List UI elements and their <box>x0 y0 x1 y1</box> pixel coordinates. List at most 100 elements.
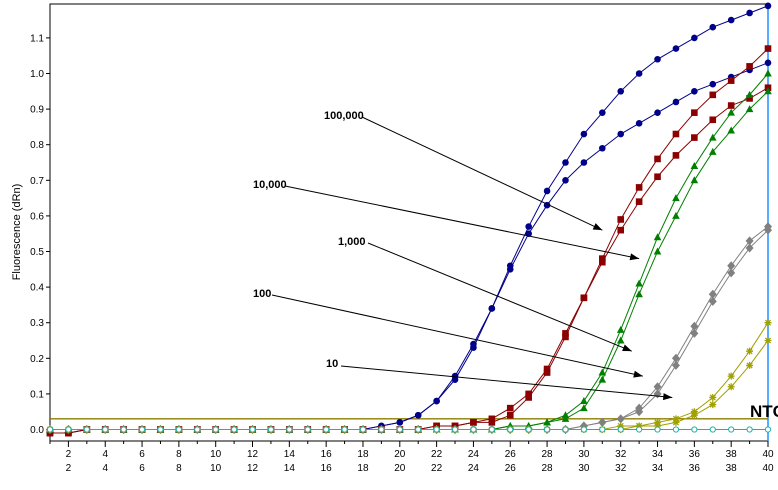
annotation-arrow <box>284 185 640 260</box>
data-point <box>654 55 661 63</box>
axes <box>49 3 769 442</box>
x-tick-label: 32 <box>615 449 627 460</box>
annotation-arrowhead <box>622 344 632 352</box>
data-point <box>506 411 514 419</box>
data-point <box>580 294 588 302</box>
data-point <box>708 147 717 155</box>
data-point <box>727 77 735 84</box>
data-point <box>561 411 570 419</box>
data-point <box>580 159 588 166</box>
x-tick-label: 4 <box>102 463 108 474</box>
data-point <box>636 426 643 433</box>
data-point <box>746 95 753 102</box>
data-point <box>286 426 293 433</box>
data-point <box>635 120 643 127</box>
data-point <box>635 184 643 191</box>
data-point <box>708 296 717 306</box>
data-point <box>672 418 680 426</box>
data-point <box>691 426 698 433</box>
x-tick-label: 2 <box>66 449 72 460</box>
x-tick-label: 14 <box>284 463 296 474</box>
data-point <box>617 130 625 138</box>
y-tick-label: 0.9 <box>30 105 44 116</box>
data-point <box>709 393 717 401</box>
data-point <box>617 216 625 223</box>
data-point <box>525 426 532 433</box>
data-point <box>65 426 72 433</box>
data-point <box>653 247 662 255</box>
data-point <box>654 109 661 116</box>
data-point <box>415 426 422 433</box>
data-point <box>543 187 551 195</box>
data-point <box>635 290 643 298</box>
data-point <box>654 422 662 430</box>
data-point <box>709 91 717 99</box>
data-point <box>745 90 754 98</box>
data-point <box>543 365 551 373</box>
x-tick-label: 28 <box>542 449 554 460</box>
x-tick-label: 22 <box>431 463 443 474</box>
data-point <box>580 130 588 138</box>
annotation-arrowhead <box>633 370 643 378</box>
data-point <box>616 336 625 344</box>
data-point <box>599 426 606 433</box>
data-point <box>616 325 625 333</box>
data-point <box>617 426 624 433</box>
y-tick-label: 0.1 <box>30 389 44 400</box>
data-point <box>728 426 735 433</box>
y-tick-label: 0.6 <box>30 211 44 222</box>
x-tick-label: 6 <box>139 449 145 460</box>
data-point <box>617 88 625 95</box>
data-point <box>635 279 643 287</box>
data-point <box>359 426 367 433</box>
data-point <box>764 2 772 10</box>
data-point <box>691 109 698 116</box>
data-point <box>267 426 275 433</box>
data-point <box>341 426 348 433</box>
data-point <box>396 419 404 426</box>
data-point <box>727 108 735 116</box>
data-point <box>654 426 661 433</box>
data-point <box>764 426 772 433</box>
data-point <box>616 414 625 424</box>
data-point <box>599 144 606 152</box>
data-point <box>691 34 698 42</box>
x-tick-label: 40 <box>762 449 774 460</box>
data-point <box>746 9 753 17</box>
data-point <box>635 422 643 430</box>
data-point <box>506 266 514 273</box>
data-point <box>212 426 219 433</box>
data-point <box>617 422 625 430</box>
data-point <box>764 337 772 344</box>
x-tick-label: 40 <box>762 463 774 474</box>
series-group <box>46 2 772 437</box>
data-point <box>653 382 662 392</box>
data-point <box>764 69 772 77</box>
x-tick-label: 38 <box>726 463 738 474</box>
data-point <box>671 353 680 363</box>
y-tick-label: 0.8 <box>30 140 44 151</box>
data-point <box>764 225 772 235</box>
data-point <box>580 397 588 405</box>
x-tick-label: 30 <box>578 449 590 460</box>
data-point <box>746 426 753 433</box>
data-point <box>635 198 643 205</box>
x-tick-label: 34 <box>652 463 664 474</box>
data-point <box>580 404 588 412</box>
y-tick-label: 1.1 <box>30 33 44 44</box>
data-point <box>654 155 661 163</box>
x-tick-label: 24 <box>468 449 480 460</box>
plot-frame <box>49 3 769 442</box>
x-tick-label: 10 <box>210 449 222 460</box>
annotation-label: 10 <box>326 358 338 370</box>
data-point <box>709 23 717 31</box>
data-point <box>562 177 569 184</box>
data-point <box>488 419 496 426</box>
data-point <box>653 233 662 241</box>
data-point <box>378 426 385 433</box>
annotation-arrowhead <box>662 393 673 401</box>
data-point <box>396 426 403 433</box>
data-point <box>598 368 607 376</box>
x-tick-label: 24 <box>468 463 480 474</box>
